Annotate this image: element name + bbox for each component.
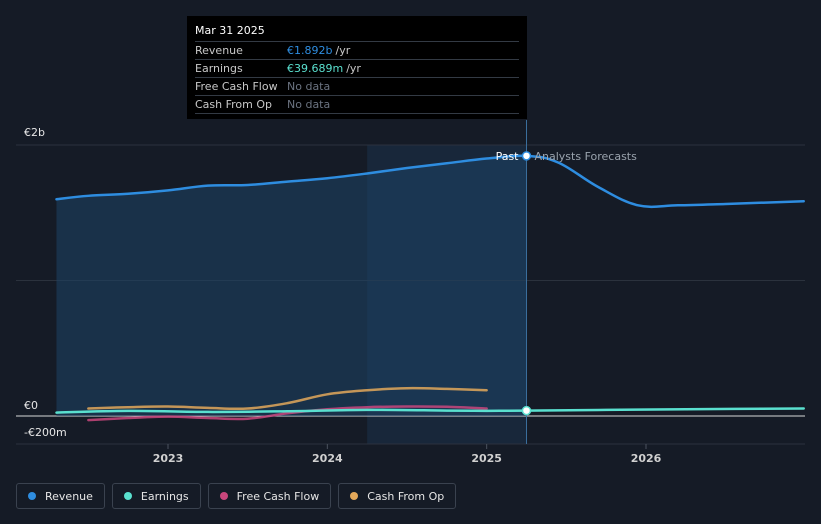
tooltip-row-earnings: Earnings €39.689m /yr xyxy=(195,59,519,77)
tooltip-unit: /yr xyxy=(335,43,351,57)
legend-dot-icon xyxy=(123,492,132,500)
tooltip-value: No data xyxy=(287,79,331,93)
x-axis-labels: 2023 2024 2025 2026 xyxy=(153,452,662,465)
tooltip-row-free-cash-flow: Free Cash Flow No data xyxy=(195,77,519,95)
legend: Revenue Earnings Free Cash Flow Cash Fro… xyxy=(16,483,457,509)
legend-label: Revenue xyxy=(45,489,93,503)
marker-earnings xyxy=(521,405,532,416)
series-line-free-cash-flow xyxy=(87,405,488,422)
tooltip-value: €1.892b xyxy=(287,43,333,57)
markers xyxy=(521,151,532,416)
past-label: Past xyxy=(496,150,520,163)
y-tick-label-bottom: -€200m xyxy=(24,426,67,439)
tooltip-label: Cash From Op xyxy=(195,97,273,111)
tooltip-label: Earnings xyxy=(195,61,243,75)
legend-dot-icon xyxy=(219,492,228,500)
series-line-revenue xyxy=(55,154,805,209)
revenue-area-fill xyxy=(56,155,527,416)
marker-revenue xyxy=(521,151,532,161)
x-tick-label: 2025 xyxy=(471,452,502,465)
legend-dot-icon xyxy=(350,492,359,500)
legend-item-revenue[interactable]: Revenue xyxy=(16,483,105,509)
forecast-label: Analysts Forecasts xyxy=(535,150,638,163)
x-tick-label: 2023 xyxy=(153,452,184,465)
legend-label: Free Cash Flow xyxy=(236,489,320,503)
legend-item-free-cash-flow[interactable]: Free Cash Flow xyxy=(207,483,332,509)
legend-item-earnings[interactable]: Earnings xyxy=(111,483,201,509)
series-line-cash-from-op xyxy=(87,386,488,411)
legend-label: Earnings xyxy=(140,489,189,503)
y-tick-label-top: €2b xyxy=(24,126,45,139)
x-tick-label: 2024 xyxy=(312,452,343,465)
tooltip-value: No data xyxy=(287,97,331,111)
tooltip-row-cash-from-op: Cash From Op No data xyxy=(195,95,519,114)
y-tick-label-zero: €0 xyxy=(24,399,38,412)
tooltip-label: Free Cash Flow xyxy=(195,79,278,93)
tooltip: Mar 31 2025 Revenue €1.892b /yr Earnings… xyxy=(187,16,527,119)
tooltip-label: Revenue xyxy=(195,43,243,57)
legend-item-cash-from-op[interactable]: Cash From Op xyxy=(338,483,457,509)
x-tick-label: 2026 xyxy=(631,452,662,465)
tooltip-date: Mar 31 2025 xyxy=(195,24,265,37)
series-lines xyxy=(55,154,805,422)
series-line-earnings xyxy=(55,407,805,414)
tooltip-unit: /yr xyxy=(346,61,361,75)
legend-label: Cash From Op xyxy=(367,489,445,503)
tooltip-row-revenue: Revenue €1.892b /yr xyxy=(195,41,519,59)
legend-dot-icon xyxy=(28,492,36,500)
tooltip-value: €39.689m xyxy=(287,61,344,75)
